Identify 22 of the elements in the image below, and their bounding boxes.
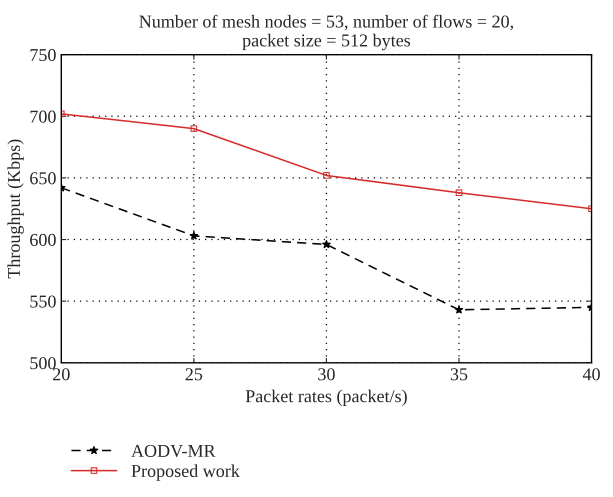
y-tick-label: 500 xyxy=(30,357,56,370)
x-tick-label: 35 xyxy=(450,368,468,380)
y-tick-label: 750 xyxy=(30,48,56,62)
point xyxy=(190,125,198,132)
y-axis-title: Throughput (Kbps) xyxy=(7,140,24,278)
point xyxy=(189,231,198,240)
x-tick-label: 20 xyxy=(53,368,70,380)
point xyxy=(323,172,330,179)
x-tick-label: 30 xyxy=(318,368,335,380)
x-axis-title: Packet rates (packet/s) xyxy=(246,390,407,406)
y-tick-label: 600 xyxy=(30,234,56,246)
point xyxy=(454,305,464,314)
point xyxy=(322,240,331,248)
x-tick-label: 25 xyxy=(186,368,202,380)
chart-title: Number of mesh nodes = 53, number of flows = 20, packet size = 512 bytes xyxy=(139,14,513,50)
point xyxy=(456,189,462,196)
legend-label: Proposed work xyxy=(132,464,240,481)
y-tick-label: 550 xyxy=(30,295,56,308)
y-tick-label: 700 xyxy=(30,110,56,123)
legend-label: AODV-MR xyxy=(131,444,216,458)
x-tick-label: 40 xyxy=(582,368,600,380)
y-tick-label: 650 xyxy=(30,172,56,184)
